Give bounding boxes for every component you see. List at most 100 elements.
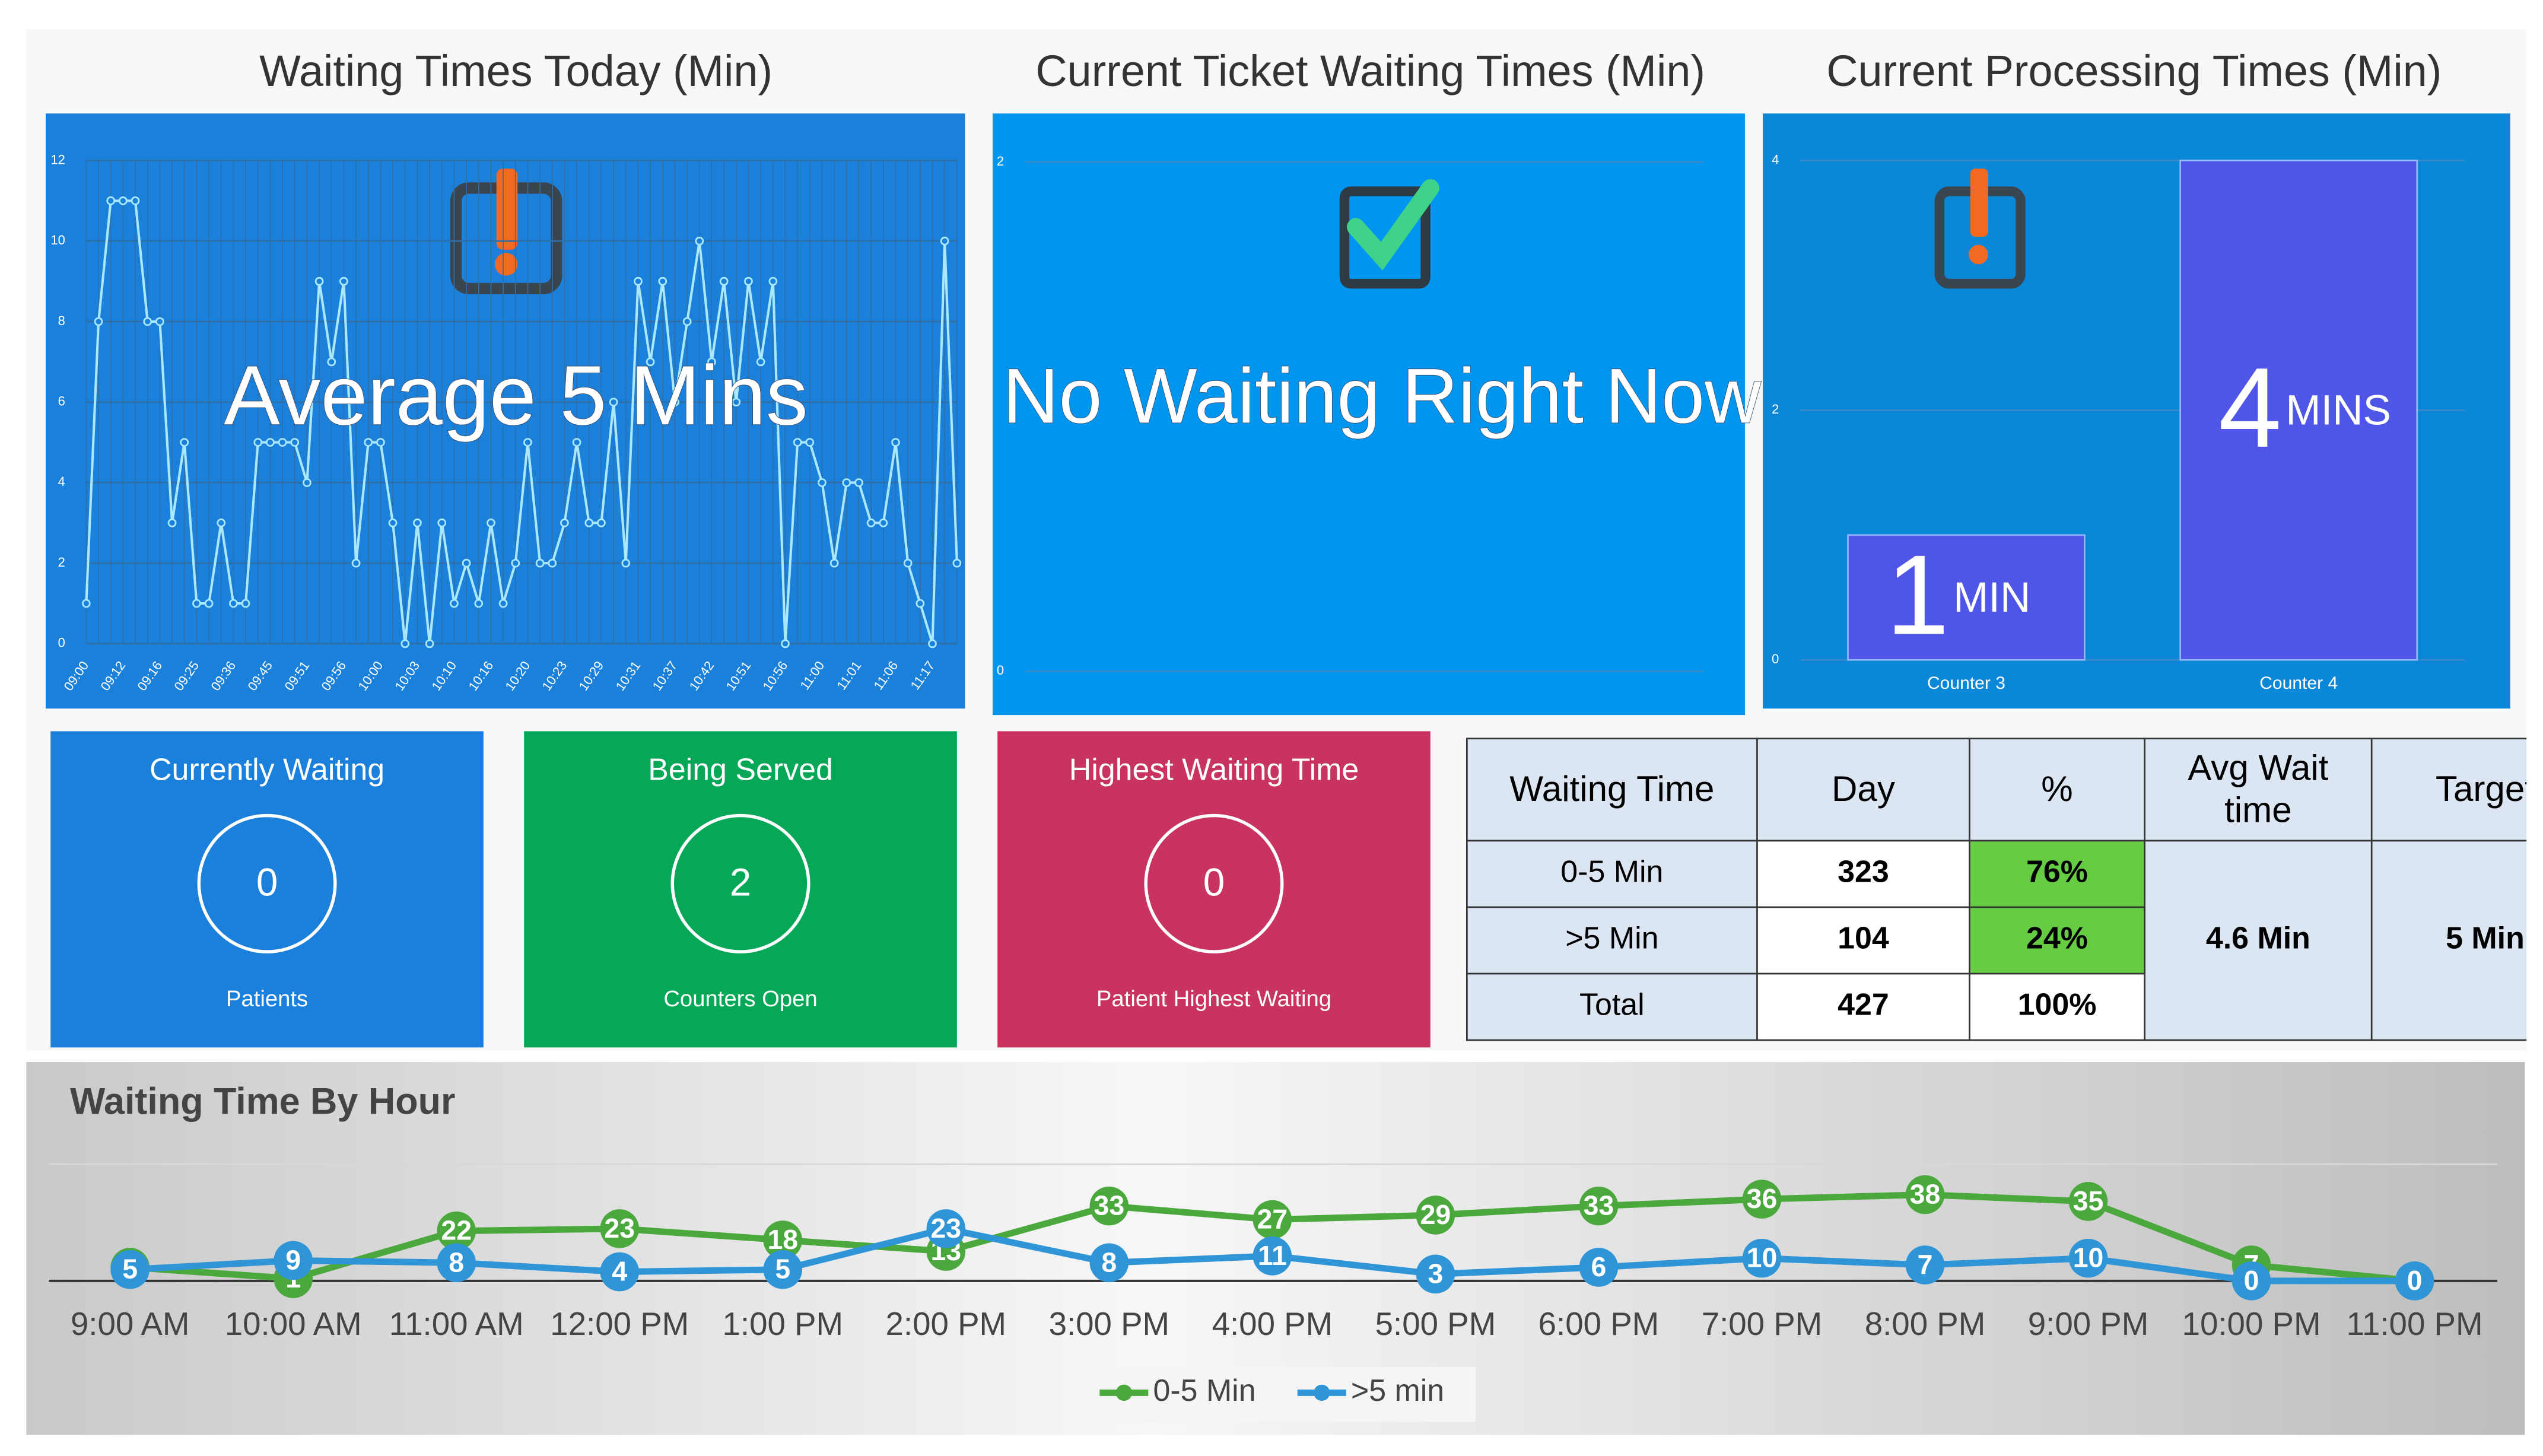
point xyxy=(155,317,164,326)
bar xyxy=(2179,160,2418,661)
header-cell: Target xyxy=(2370,737,2527,842)
data-label: 10 xyxy=(2073,1242,2104,1273)
point xyxy=(600,1252,640,1292)
point xyxy=(682,317,692,326)
point xyxy=(646,357,655,367)
point xyxy=(928,639,937,648)
point xyxy=(1579,1186,1619,1226)
card-ring xyxy=(1144,813,1284,953)
point xyxy=(1742,1238,1782,1278)
point xyxy=(763,1250,803,1289)
point xyxy=(462,558,471,568)
x-tick-label: Counter 4 xyxy=(2259,673,2338,693)
point xyxy=(204,599,214,608)
point xyxy=(81,599,91,608)
point xyxy=(364,438,373,447)
data-label: 9 xyxy=(285,1244,301,1275)
card-title: Being Served xyxy=(648,753,833,787)
legend-dot xyxy=(1314,1384,1330,1401)
point xyxy=(535,558,545,568)
point xyxy=(732,398,741,407)
point xyxy=(926,1209,966,1248)
card-ring xyxy=(197,813,337,953)
bar-unit: MINS xyxy=(2285,387,2391,434)
point xyxy=(695,236,704,246)
table-row: >5 Min 104 24% xyxy=(1466,906,2526,975)
point xyxy=(560,518,569,527)
panel-title: Current Processing Times (Min) xyxy=(1826,46,2442,96)
point xyxy=(425,639,434,648)
point xyxy=(131,196,140,205)
point xyxy=(192,599,201,608)
table-row: 0-5 Min 323 76% 4.6 Min 5 Min xyxy=(1466,840,2527,1041)
point xyxy=(744,276,753,286)
data-label: 38 xyxy=(1910,1178,1941,1209)
y-tick-label: 2 xyxy=(997,154,1004,169)
card xyxy=(997,731,1431,1048)
x-tick-label: 5:00 PM xyxy=(1375,1306,1496,1342)
y-tick-label: 0 xyxy=(997,663,1004,678)
point xyxy=(217,518,226,527)
data-label: 8 xyxy=(449,1247,464,1277)
point xyxy=(339,276,348,286)
point xyxy=(763,1220,803,1260)
data-label: 0 xyxy=(2407,1265,2423,1296)
table-cell: 100% xyxy=(1969,972,2145,1041)
y-tick-label: 0 xyxy=(1772,651,1779,666)
point xyxy=(241,599,250,608)
point xyxy=(2395,1261,2434,1301)
point xyxy=(106,196,116,205)
x-tick-label: 2:00 PM xyxy=(886,1306,1007,1342)
point xyxy=(1089,1243,1129,1283)
point xyxy=(437,518,447,527)
point xyxy=(1905,1175,1945,1215)
card-ring xyxy=(670,813,810,953)
card-value: 0 xyxy=(1203,860,1225,904)
point xyxy=(916,599,925,608)
point xyxy=(2068,1182,2108,1221)
bar xyxy=(1847,534,2086,661)
data-label: 6 xyxy=(1591,1251,1607,1282)
annotation: Average 5 Mins xyxy=(224,348,808,443)
point xyxy=(781,639,790,648)
point xyxy=(1416,1254,1455,1294)
data-label: 27 xyxy=(1257,1204,1288,1235)
annotation: No Waiting Right Now xyxy=(1003,352,1762,439)
point xyxy=(818,478,827,487)
point xyxy=(498,599,508,608)
point xyxy=(1089,1186,1129,1226)
header-cell: Avg Wait time xyxy=(2144,737,2373,842)
x-tick-label: 4:00 PM xyxy=(1212,1306,1333,1342)
y-tick-label: 10 xyxy=(51,233,65,247)
point xyxy=(658,276,667,286)
bar-value: 4 xyxy=(2218,344,2281,471)
avg-wait-cell: 4.6 Min xyxy=(2144,840,2373,1041)
point xyxy=(376,438,385,447)
table-cell: 0-5 Min xyxy=(1466,840,1758,908)
card-title: Highest Waiting Time xyxy=(1069,753,1359,787)
y-tick-label: 8 xyxy=(58,313,65,328)
header-cell: Waiting Time xyxy=(1466,737,1758,842)
x-tick-label: 9:00 AM xyxy=(71,1306,189,1342)
x-tick-label: 10:00 PM xyxy=(2182,1306,2321,1342)
point xyxy=(940,236,949,246)
y-tick-label: 12 xyxy=(51,152,65,167)
point xyxy=(707,357,716,367)
panel-title: Waiting Time By Hour xyxy=(70,1081,455,1123)
x-tick-label: 7:00 PM xyxy=(1702,1306,1823,1342)
point xyxy=(400,639,410,648)
header-row: Waiting Time Day% Avg Wait time Target xyxy=(1466,737,2527,842)
point xyxy=(1579,1248,1619,1287)
point xyxy=(2232,1261,2271,1301)
card-value: 2 xyxy=(730,860,751,904)
point xyxy=(413,518,422,527)
point xyxy=(110,1250,150,1289)
legend-label: 0-5 Min xyxy=(1153,1374,1256,1408)
point xyxy=(180,438,189,447)
bar-unit: MIN xyxy=(1953,574,2030,621)
point xyxy=(143,317,152,326)
data-label: 10 xyxy=(1747,1242,1778,1273)
point xyxy=(597,518,606,527)
